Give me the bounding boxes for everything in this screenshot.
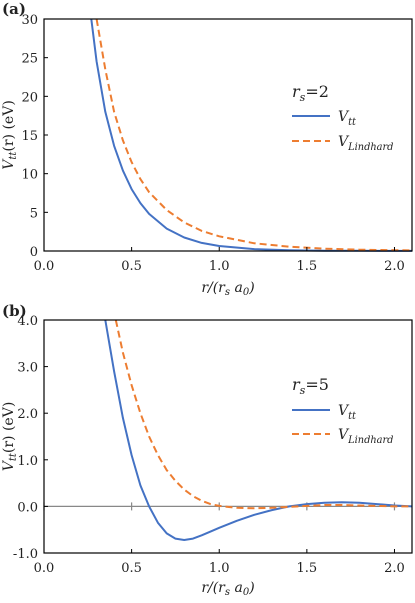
x-tick-label: 0.5	[121, 259, 142, 274]
series-line-v-tt	[104, 319, 413, 541]
x-tick-label: 1.5	[297, 561, 318, 576]
annotation-rs: rs=5	[292, 375, 329, 397]
x-tick-label: 0.0	[34, 561, 55, 576]
x-tick-label: 0.5	[121, 561, 142, 576]
y-tick-label: 4.0	[17, 314, 38, 329]
y-tick-label: 10	[21, 168, 38, 183]
y-tick-label: 25	[21, 52, 38, 67]
plot-frame	[43, 319, 413, 554]
plot-frame	[43, 18, 413, 252]
series-line-v-tt	[90, 18, 412, 252]
legend-label: VLindhard	[338, 134, 393, 153]
y-tick-label: -1.0	[13, 547, 38, 562]
y-tick-label: 1.0	[17, 454, 38, 469]
y-tick-label: 15	[21, 129, 38, 144]
panel-label: (b)	[2, 302, 27, 320]
y-axis-label: Vtt(r) (eV)	[1, 100, 19, 170]
y-tick-label: 5	[30, 206, 38, 221]
series-line-v-lindhard	[114, 319, 412, 510]
y-tick-label: 20	[21, 90, 38, 105]
series-line-v-lindhard	[95, 18, 413, 252]
y-tick-label: 0.0	[17, 500, 38, 515]
x-tick-label: 0.0	[34, 259, 55, 274]
panel-label: (a)	[2, 0, 26, 18]
y-tick-label: 2.0	[17, 407, 38, 422]
x-tick-label: 1.0	[209, 561, 230, 576]
y-axis-label: Vtt(r) (eV)	[1, 402, 19, 472]
x-tick-label: 1.0	[209, 259, 230, 274]
legend-label: Vtt	[338, 109, 356, 128]
panel-a: (a) 0.0 0.5 1.0 1.5 2.0 0 5 10 15 20 25 30 r/(rs a0) V…	[1, 0, 413, 298]
legend-label: Vtt	[338, 403, 356, 422]
x-axis-label: r/(rs a0)	[201, 580, 254, 598]
x-tick-label: 1.5	[297, 259, 318, 274]
legend-label: VLindhard	[338, 427, 393, 446]
annotation-rs: rs=2	[292, 82, 329, 104]
x-axis-label: r/(rs a0)	[201, 280, 254, 298]
x-tick-label: 2.0	[384, 259, 405, 274]
y-tick-label: 0	[30, 245, 38, 260]
x-tick-label: 2.0	[384, 561, 405, 576]
panel-b: (b)0.0 0.5 1.0 1.5 2.0-1.00.01.02.03.04.0r/(…	[1, 302, 413, 598]
y-tick-label: 3.0	[17, 361, 38, 376]
y-tick-label: 30	[21, 13, 38, 28]
